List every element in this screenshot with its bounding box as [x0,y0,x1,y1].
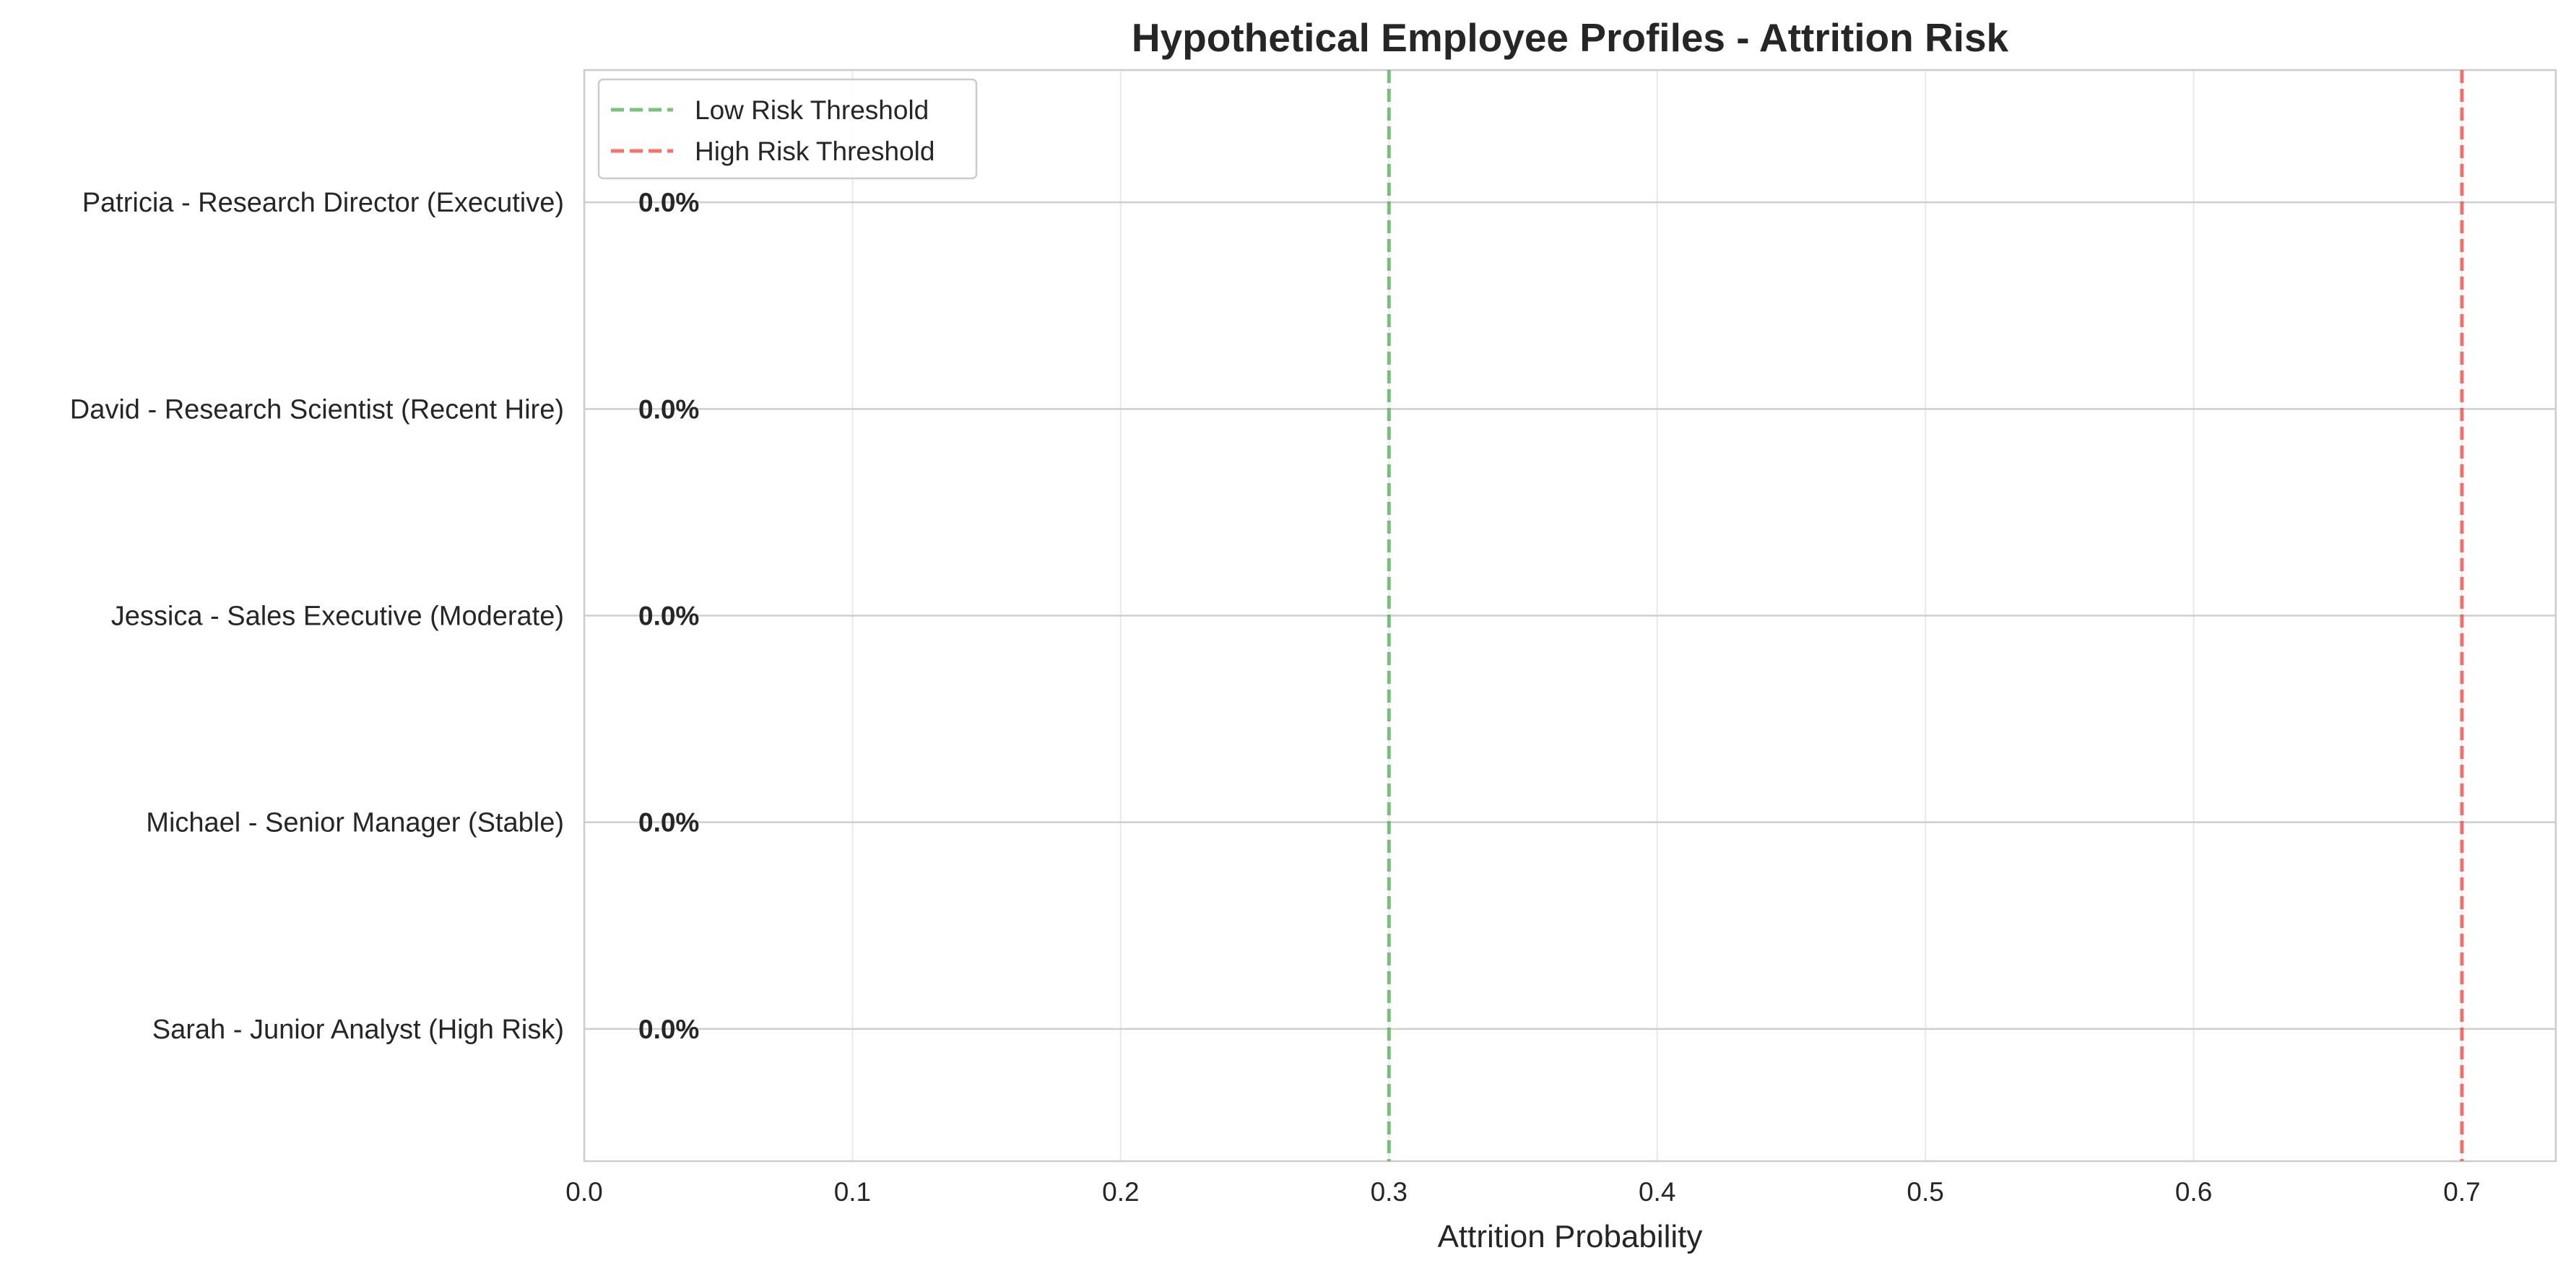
x-tick-label: 0.5 [1907,1177,1943,1207]
value-label: 0.0% [638,1015,699,1044]
plot-frame [583,69,2557,1163]
y-tick-label: Jessica - Sales Executive (Moderate) [111,602,564,632]
y-tick-label: Michael - Senior Manager (Stable) [146,808,564,838]
threshold-lines [1387,70,2464,1161]
value-label: 0.0% [638,394,699,424]
legend-label: High Risk Threshold [695,136,934,166]
legend-label: Low Risk Threshold [695,95,929,125]
value-labels: 0.0% 0.0% 0.0% 0.0% 0.0% [638,188,699,1044]
x-tick-label: 0.3 [1371,1177,1408,1207]
x-tick-label: 0.0 [565,1177,602,1207]
y-tick-label: Sarah - Junior Analyst (High Risk) [152,1015,564,1045]
x-tick-label: 0.7 [2443,1177,2480,1207]
legend: Low Risk Threshold High Risk Threshold [597,78,978,180]
x-tick-label: 0.2 [1102,1177,1139,1207]
x-tick-label: 0.6 [2175,1177,2212,1207]
y-tick-label: Patricia - Research Director (Executive) [82,188,564,218]
x-tick-label: 0.4 [1639,1177,1675,1207]
y-tick-label: David - Research Scientist (Recent Hire) [70,394,564,425]
x-tick-labels: 0.0 0.1 0.2 0.3 0.4 0.5 0.6 0.7 [565,1177,2480,1207]
value-label: 0.0% [638,808,699,838]
x-tick-label: 0.1 [834,1177,871,1207]
value-label: 0.0% [638,602,699,631]
value-label: 0.0% [638,188,699,217]
y-tick-labels: Patricia - Research Director (Executive)… [70,188,564,1045]
x-axis-label: Attrition Probability [1438,1219,1703,1254]
legend-box [597,78,978,180]
chart-title: Hypothetical Employee Profiles - Attriti… [1132,15,2009,60]
